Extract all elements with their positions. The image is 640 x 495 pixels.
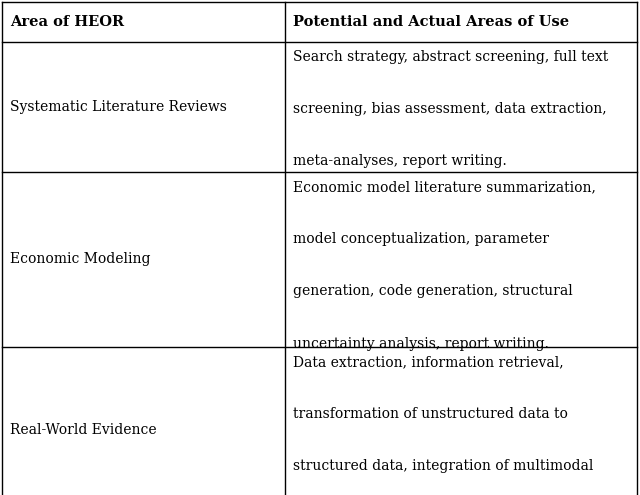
Text: Search strategy, abstract screening, full text

screening, bias assessment, data: Search strategy, abstract screening, ful… [293, 50, 608, 168]
Text: Economic Modeling: Economic Modeling [10, 252, 150, 266]
Text: Systematic Literature Reviews: Systematic Literature Reviews [10, 100, 227, 114]
Text: Real-World Evidence: Real-World Evidence [10, 423, 157, 437]
Text: Economic model literature summarization,

model conceptualization, parameter

ge: Economic model literature summarization,… [293, 180, 596, 350]
Text: Potential and Actual Areas of Use: Potential and Actual Areas of Use [293, 15, 569, 29]
Text: Data extraction, information retrieval,

transformation of unstructured data to
: Data extraction, information retrieval, … [293, 355, 593, 495]
Text: Area of HEOR: Area of HEOR [10, 15, 124, 29]
